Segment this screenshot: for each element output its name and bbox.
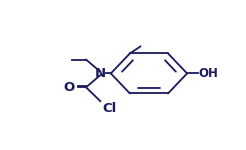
- Text: N: N: [95, 67, 106, 80]
- Text: O: O: [64, 81, 75, 94]
- Text: OH: OH: [199, 67, 218, 80]
- Text: Cl: Cl: [102, 102, 117, 115]
